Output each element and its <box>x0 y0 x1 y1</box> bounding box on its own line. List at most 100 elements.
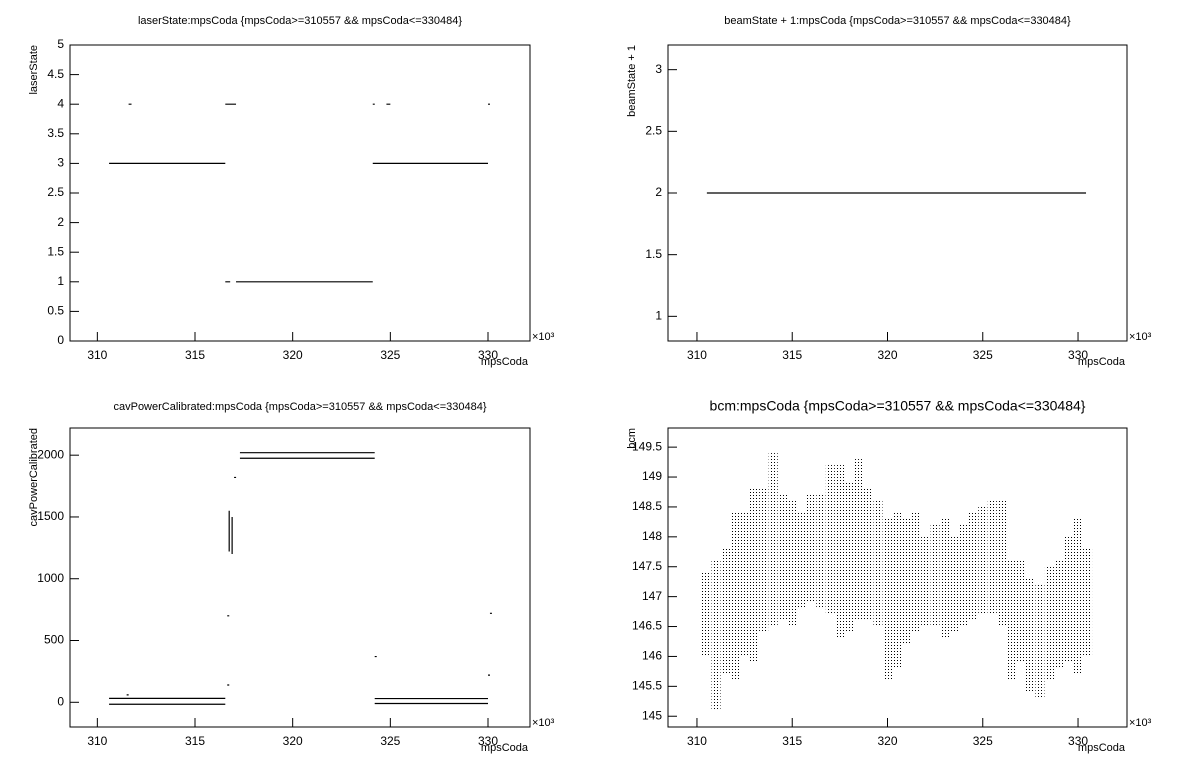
point-band <box>711 560 721 711</box>
point-band <box>759 488 769 633</box>
x-tick-label: 325 <box>973 734 993 748</box>
x-tick-label: 310 <box>87 734 107 748</box>
y-tick-label: 1 <box>57 274 64 288</box>
point-band <box>1054 560 1064 669</box>
y-tick-label: 148 <box>642 529 662 543</box>
y-tick-label: 2000 <box>37 447 64 461</box>
y-tick-label: 3 <box>655 62 662 76</box>
y-tick-label: 1000 <box>37 571 64 585</box>
point-band <box>825 465 835 615</box>
data-line <box>109 452 492 705</box>
point-band <box>997 500 1007 627</box>
x-tick-label: 325 <box>380 734 400 748</box>
y-tick-label: 145.5 <box>632 679 662 693</box>
y-tick-label: 4 <box>57 96 64 110</box>
point-band <box>930 524 940 627</box>
x-scale-label: ×10³ <box>532 717 555 729</box>
point-band <box>730 512 740 681</box>
y-tick-label: 147.5 <box>632 559 662 573</box>
point-band <box>921 536 931 627</box>
y-tick-label: 5 <box>57 37 64 51</box>
point-band <box>701 572 711 657</box>
x-tick-label: 310 <box>687 348 707 362</box>
chart-title: beamState + 1:mpsCoda {mpsCoda>=310557 &… <box>724 15 1071 27</box>
point-band <box>816 494 826 609</box>
x-tick-label: 320 <box>283 348 303 362</box>
point-band <box>854 459 864 621</box>
x-tick-label: 330 <box>478 348 498 362</box>
point-band <box>940 518 950 639</box>
y-tick-label: 149.5 <box>632 439 662 453</box>
x-tick-label: 315 <box>185 734 205 748</box>
x-axis-label: mpsCoda <box>481 356 529 368</box>
data-line <box>109 103 490 283</box>
y-tick-label: 149 <box>642 469 662 483</box>
point-band <box>1083 548 1093 657</box>
y-axis-label: laserState <box>28 45 40 95</box>
y-tick-label: 146 <box>642 649 662 663</box>
point-band <box>740 512 750 657</box>
x-tick-label: 330 <box>478 734 498 748</box>
x-tick-label: 325 <box>973 348 993 362</box>
y-tick-label: 147 <box>642 589 662 603</box>
y-axis-label: cavPowerCalibrated <box>28 428 40 526</box>
point-band <box>768 453 778 627</box>
x-scale-label: ×10³ <box>1129 331 1152 343</box>
point-band <box>978 506 988 615</box>
point-band <box>892 512 902 669</box>
point-band <box>968 512 978 621</box>
x-tick-label: 310 <box>687 734 707 748</box>
x-axis-label: mpsCoda <box>481 742 529 754</box>
x-scale-label: ×10³ <box>1129 717 1152 729</box>
x-tick-label: 320 <box>877 734 897 748</box>
point-band <box>959 524 969 627</box>
y-tick-label: 148.5 <box>632 499 662 513</box>
point-band <box>778 494 788 621</box>
y-tick-label: 0 <box>57 694 64 708</box>
y-tick-label: 3 <box>57 156 64 170</box>
x-scale-label: ×10³ <box>532 331 555 343</box>
x-tick-label: 320 <box>877 348 897 362</box>
y-tick-label: 1.5 <box>645 247 662 261</box>
x-axis-label: mpsCoda <box>1078 742 1126 754</box>
point-band <box>721 548 731 675</box>
point-band <box>1064 536 1074 663</box>
point-band <box>1006 560 1016 681</box>
chart-title: cavPowerCalibrated:mpsCoda {mpsCoda>=310… <box>113 401 486 413</box>
y-tick-label: 2 <box>57 215 64 229</box>
y-axis-label: bcm <box>626 428 638 449</box>
point-band <box>987 500 997 615</box>
point-band <box>806 494 816 603</box>
chart-title: bcm:mpsCoda {mpsCoda>=310557 && mpsCoda<… <box>710 398 1086 414</box>
x-tick-label: 320 <box>283 734 303 748</box>
y-tick-label: 1.5 <box>47 244 64 258</box>
point-band <box>1073 518 1083 675</box>
point-band <box>902 518 912 645</box>
x-tick-label: 315 <box>782 734 802 748</box>
x-tick-label: 310 <box>87 348 107 362</box>
point-band <box>873 500 883 627</box>
y-tick-label: 1500 <box>37 509 64 523</box>
point-band <box>787 500 797 627</box>
point-band <box>911 512 921 633</box>
y-tick-label: 2.5 <box>47 185 64 199</box>
point-band <box>797 512 807 609</box>
y-tick-label: 1 <box>655 309 662 323</box>
point-band <box>882 518 892 681</box>
y-tick-label: 2.5 <box>645 124 662 138</box>
point-band <box>1035 584 1045 699</box>
point-band <box>1016 560 1026 663</box>
x-axis-label: mpsCoda <box>1078 356 1126 368</box>
point-band <box>844 483 854 633</box>
plot-frame <box>667 427 1128 728</box>
x-tick-label: 330 <box>1068 734 1088 748</box>
point-band <box>835 465 845 639</box>
point-band <box>1044 566 1054 681</box>
plot-frame <box>69 427 531 728</box>
y-tick-label: 2 <box>655 185 662 199</box>
x-tick-label: 315 <box>782 348 802 362</box>
point-band <box>1025 578 1035 693</box>
x-tick-label: 325 <box>380 348 400 362</box>
